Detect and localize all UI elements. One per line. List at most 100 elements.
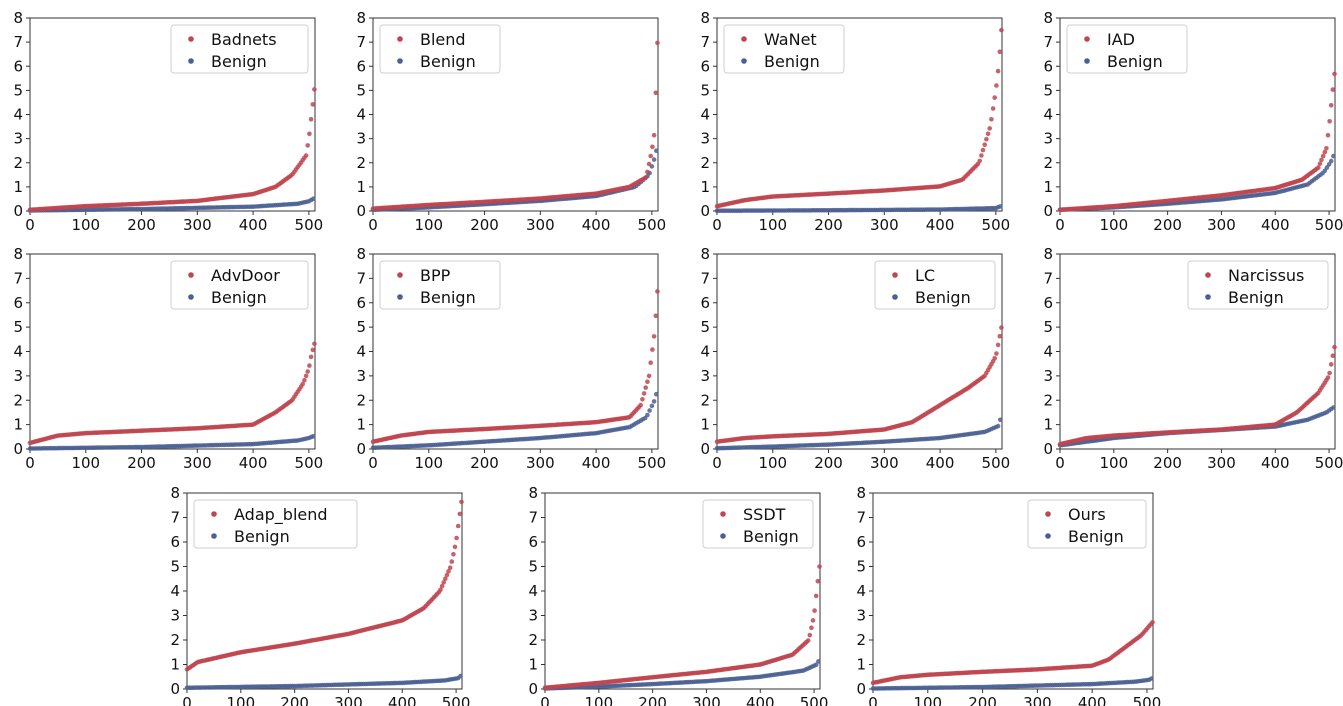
x-tick-label: 100	[913, 694, 942, 706]
legend-label: Benign	[1068, 527, 1124, 546]
legend-label: Benign	[211, 52, 267, 71]
y-tick-label: 6	[1043, 57, 1053, 75]
y-tick-label: 6	[856, 533, 866, 551]
series-benign	[27, 196, 316, 213]
data-point	[305, 369, 311, 374]
data-point	[308, 117, 314, 122]
data-point	[985, 131, 991, 137]
x-tick-label: 0	[1055, 454, 1065, 472]
x-tick-label: 100	[758, 454, 787, 472]
y-tick-label: 5	[1043, 81, 1053, 99]
data-point	[815, 578, 821, 584]
x-tick-label: 100	[1099, 454, 1128, 472]
data-point	[1328, 158, 1334, 164]
legend-marker	[1205, 294, 1211, 300]
x-tick-label: 200	[1153, 454, 1182, 472]
data-point	[307, 131, 312, 137]
y-tick-label: 0	[528, 680, 538, 698]
data-point	[303, 373, 309, 379]
data-point	[649, 403, 655, 409]
y-tick-label: 5	[1043, 318, 1053, 336]
data-point	[308, 354, 314, 360]
x-tick-label: 300	[183, 454, 212, 472]
legend-box	[379, 260, 501, 310]
series-lc	[714, 325, 1004, 445]
data-point	[984, 136, 989, 142]
legend-label: Ours	[1068, 505, 1106, 524]
data-point	[650, 347, 655, 352]
y-tick-label: 7	[856, 509, 866, 527]
x-tick-label: 400	[926, 454, 955, 472]
x-tick-label: 500	[1133, 694, 1162, 706]
legend-label: LC	[915, 266, 935, 285]
data-point	[994, 351, 999, 356]
x-tick-label: 400	[239, 454, 268, 472]
data-point	[443, 576, 448, 582]
legend-label: Adap_blend	[234, 505, 328, 525]
legend-marker	[892, 294, 898, 300]
data-point	[648, 153, 653, 159]
y-tick-label: 7	[1043, 33, 1053, 51]
x-tick-label: 300	[526, 216, 555, 234]
data-point	[805, 638, 811, 643]
data-point	[992, 95, 997, 100]
y-tick-label: 0	[700, 202, 710, 220]
legend-marker	[397, 294, 403, 300]
data-point	[1332, 71, 1337, 77]
legend: Badnets Benign	[170, 24, 309, 74]
data-point	[438, 587, 443, 593]
y-tick-label: 5	[856, 558, 866, 576]
data-point	[980, 147, 986, 153]
legend: Narcissus Benign	[1187, 260, 1329, 310]
y-tick-label: 4	[356, 343, 366, 361]
series-benign	[714, 204, 1003, 214]
x-tick-label: 400	[582, 216, 611, 234]
data-point	[457, 511, 463, 517]
y-tick-label: 4	[528, 582, 538, 600]
data-point	[995, 68, 1001, 74]
y-tick-label: 0	[1043, 440, 1053, 458]
data-point	[1327, 119, 1332, 124]
legend-box	[170, 260, 309, 310]
x-tick-label: 200	[968, 694, 997, 706]
series-advdoor	[27, 341, 317, 446]
data-point	[646, 373, 652, 379]
x-tick-label: 300	[870, 216, 899, 234]
legend-marker	[1084, 36, 1090, 42]
chart-panel-adap_blend: 0 1 2 3 4 5 6 7 8 0 100 200 300 400 500 Adap_blend Benig…	[170, 484, 470, 706]
legend-marker	[741, 36, 747, 42]
data-point	[451, 552, 456, 557]
x-tick-label: 0	[368, 454, 378, 472]
y-tick-label: 7	[13, 269, 23, 287]
legend-marker	[720, 533, 726, 539]
x-tick-label: 500	[1315, 216, 1343, 234]
data-point	[654, 391, 659, 397]
x-tick-label: 200	[638, 694, 667, 706]
y-tick-label: 4	[700, 343, 710, 361]
y-tick-label: 8	[356, 9, 366, 27]
legend-label: BPP	[420, 266, 451, 285]
y-tick-label: 8	[856, 484, 866, 502]
x-tick-label: 500	[638, 216, 667, 234]
legend: LC Benign	[874, 260, 996, 310]
y-tick-label: 8	[170, 484, 180, 502]
data-point	[310, 102, 316, 107]
x-tick-label: 300	[334, 694, 363, 706]
y-tick-label: 4	[170, 582, 180, 600]
data-point	[439, 583, 445, 589]
legend-label: Benign	[743, 527, 799, 546]
x-tick-label: 200	[470, 216, 499, 234]
data-point	[1316, 165, 1321, 170]
data-point	[655, 289, 660, 294]
y-tick-label: 7	[13, 33, 23, 51]
y-tick-label: 2	[700, 391, 710, 409]
x-tick-label: 500	[800, 694, 829, 706]
x-tick-label: 500	[295, 216, 324, 234]
y-tick-label: 2	[356, 154, 366, 172]
data-point	[998, 204, 1003, 209]
y-tick-label: 6	[13, 57, 23, 75]
data-point	[640, 397, 645, 402]
chart-panel-iad: 0 1 2 3 4 5 6 7 8 0 100 200 300 400 500 IAD Benign	[1043, 9, 1343, 234]
y-tick-label: 4	[856, 582, 866, 600]
data-point	[654, 148, 659, 153]
